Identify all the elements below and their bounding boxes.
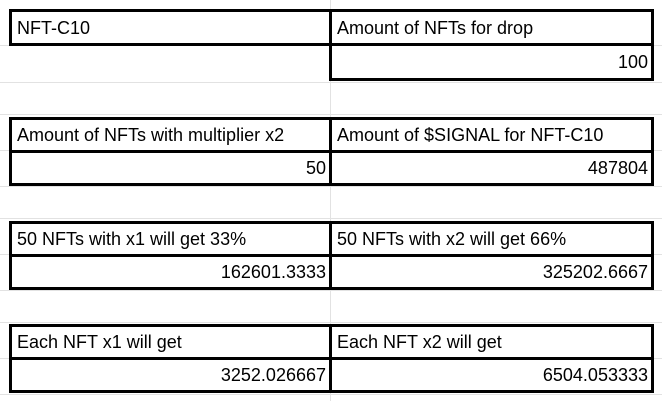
cell-text: Each NFT x2 will get: [337, 332, 502, 352]
cell-x1-each-label[interactable]: Each NFT x1 will get: [9, 324, 332, 360]
cell-drop-amount-label[interactable]: Amount of NFTs for drop: [329, 9, 654, 46]
cell-text: NFT-C10: [17, 17, 91, 38]
cell-drop-amount-value[interactable]: 100: [329, 43, 654, 81]
gridline: [0, 218, 662, 219]
cell-x1-share-value[interactable]: 162601.3333: [9, 254, 332, 290]
gridline: [0, 186, 662, 187]
cell-text: 50: [305, 158, 326, 178]
gridline: [0, 82, 662, 83]
cell-signal-amount-label[interactable]: Amount of $SIGNAL for NFT-C10: [329, 117, 654, 153]
cell-x1-each-value[interactable]: 3252.026667: [9, 357, 332, 393]
cell-x1-share-label[interactable]: 50 NFTs with x1 will get 33%: [9, 221, 332, 257]
cell-text: 6504.053333: [542, 365, 648, 385]
cell-x2-each-label[interactable]: Each NFT x2 will get: [329, 324, 654, 360]
cell-nft-collection-label[interactable]: NFT-C10: [9, 9, 332, 46]
gridline: [0, 290, 662, 291]
cell-text: 162601.3333: [220, 262, 326, 282]
cell-text: 325202.6667: [542, 262, 648, 282]
gridline: [0, 114, 662, 115]
gridline: [0, 322, 662, 323]
cell-multiplier-count-value[interactable]: 50: [9, 150, 332, 186]
cell-multiplier-count-label[interactable]: Amount of NFTs with multiplier x2: [9, 117, 332, 153]
cell-text: 100: [617, 52, 648, 72]
cell-text: 487804: [587, 158, 648, 178]
gridline: [330, 0, 331, 401]
cell-x2-share-label[interactable]: 50 NFTs with x2 will get 66%: [329, 221, 654, 257]
cell-text: Amount of NFTs for drop: [337, 17, 534, 38]
cell-text: 50 NFTs with x1 will get 33%: [17, 229, 247, 249]
cell-text: Amount of NFTs with multiplier x2: [17, 125, 285, 145]
cell-empty[interactable]: [9, 46, 332, 82]
cell-signal-amount-value[interactable]: 487804: [329, 150, 654, 186]
gridline: [0, 394, 662, 395]
cell-x2-share-value[interactable]: 325202.6667: [329, 254, 654, 290]
cell-text: Amount of $SIGNAL for NFT-C10: [337, 125, 604, 145]
cell-text: 50 NFTs with x2 will get 66%: [337, 229, 567, 249]
cell-text: Each NFT x1 will get: [17, 332, 182, 352]
cell-text: 3252.026667: [220, 365, 326, 385]
cell-x2-each-value[interactable]: 6504.053333: [329, 357, 654, 393]
